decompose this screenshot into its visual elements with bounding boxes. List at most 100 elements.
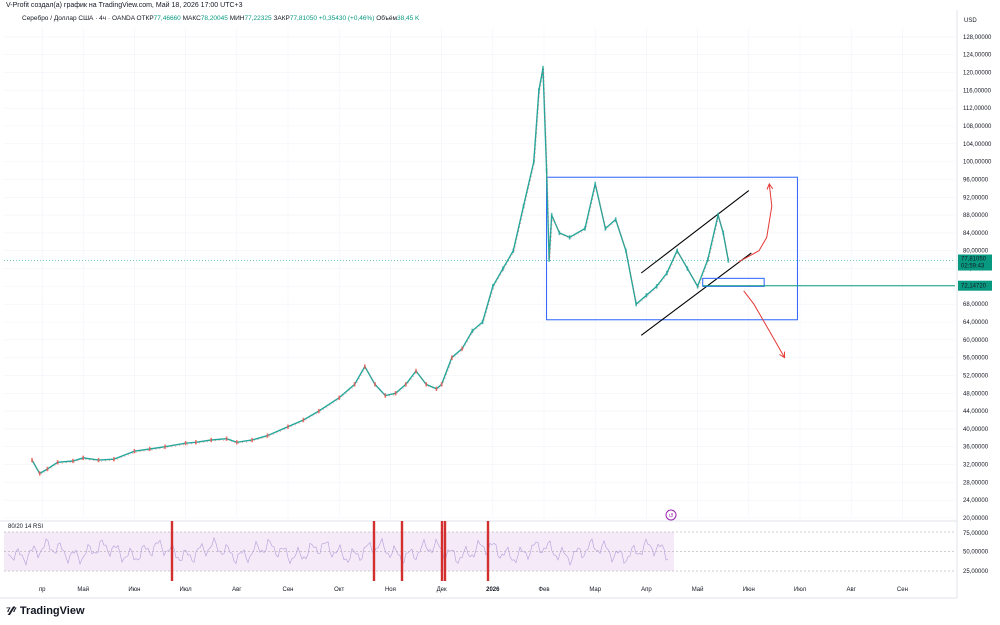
time-axis[interactable]: пр Май Июн Июл Авг Сен Окт Ноя Дек 2026 Фев Мар Апр М… bbox=[0, 586, 957, 599]
last-price-tag bbox=[958, 254, 992, 271]
low-label: МИН bbox=[229, 15, 245, 22]
candle bbox=[686, 266, 689, 271]
price-tick-label: 60,00000 bbox=[963, 338, 989, 344]
price-line-shadow bbox=[32, 69, 730, 476]
time-tick-label: Июн bbox=[128, 587, 140, 593]
candle bbox=[210, 437, 212, 443]
candle bbox=[676, 248, 678, 253]
price-tick-label: 92,00000 bbox=[963, 195, 989, 201]
candle bbox=[415, 368, 417, 374]
candle bbox=[236, 440, 238, 445]
rsi-pane[interactable]: 80/20 14 RSI bbox=[0, 520, 957, 581]
last-price-value: 77,81050 bbox=[961, 257, 987, 263]
open-value: 77,46660 bbox=[153, 15, 181, 22]
price-axis[interactable]: USD 128,00000 124,00000 120,00000 116,00000… bbox=[956, 10, 992, 598]
candle bbox=[471, 328, 474, 334]
time-tick-label: Июн bbox=[743, 587, 755, 593]
candle bbox=[545, 168, 548, 173]
candle bbox=[635, 301, 637, 307]
candle bbox=[542, 65, 544, 71]
time-tick-label: Дек bbox=[437, 587, 447, 593]
time-tick-label: Сен bbox=[283, 587, 294, 593]
small-range-box bbox=[702, 277, 765, 287]
price-tick-label: 124,00000 bbox=[963, 53, 992, 59]
level-price-tag bbox=[958, 280, 992, 291]
rsi-tick-label: 75,00000 bbox=[963, 531, 989, 537]
time-tick-label: Фев bbox=[538, 587, 549, 593]
candle bbox=[492, 284, 494, 289]
time-tick-label: пр bbox=[39, 587, 46, 593]
range-rectangle bbox=[546, 176, 798, 321]
candle bbox=[532, 159, 535, 164]
price-tick-label: 108,00000 bbox=[963, 124, 992, 130]
candle bbox=[404, 382, 407, 387]
candle bbox=[645, 293, 648, 298]
candle bbox=[46, 466, 49, 472]
price-tick-label: 40,00000 bbox=[963, 427, 989, 433]
volume-value: 38,45 K bbox=[396, 15, 420, 22]
tradingview-logo-icon: ⁷⁄⁄⁷ bbox=[6, 604, 17, 618]
price-tick-label: 120,00000 bbox=[963, 71, 992, 77]
candle bbox=[184, 440, 187, 446]
candle bbox=[302, 417, 305, 423]
candle bbox=[722, 230, 724, 236]
drawings[interactable] bbox=[546, 176, 955, 359]
price-line bbox=[31, 67, 729, 475]
price-tick-label: 20,00000 bbox=[963, 516, 989, 522]
rsi-band bbox=[4, 532, 674, 571]
candle bbox=[225, 436, 228, 441]
candle bbox=[512, 248, 515, 253]
replay-icon[interactable]: ↺ bbox=[665, 509, 677, 521]
rsi-label: 80/20 14 RSI bbox=[8, 524, 43, 530]
candle bbox=[538, 88, 540, 93]
candle bbox=[451, 355, 453, 360]
candle bbox=[696, 284, 699, 289]
candle bbox=[38, 471, 41, 476]
candle bbox=[550, 212, 553, 218]
time-tick-label: Ноя bbox=[385, 587, 396, 593]
time-tick-label: Май bbox=[692, 586, 704, 593]
time-tick-label: Авг bbox=[847, 587, 857, 593]
candle bbox=[31, 457, 33, 463]
candle bbox=[133, 448, 136, 454]
candle bbox=[338, 395, 340, 400]
tradingview-brand: ⁷⁄⁄⁷ TradingView bbox=[6, 604, 85, 618]
high-label: МАКС bbox=[182, 15, 201, 22]
volume-label: Объём bbox=[376, 15, 397, 22]
rsi-extreme-marker bbox=[372, 521, 376, 581]
bar-countdown: 02:59:43 bbox=[961, 264, 985, 270]
price-tick-label: 84,00000 bbox=[963, 231, 989, 237]
candle bbox=[364, 364, 366, 369]
rsi-extreme-marker bbox=[440, 521, 444, 581]
change-value: +0,35430 (+0,46%) bbox=[318, 15, 375, 22]
candle bbox=[425, 382, 428, 387]
time-tick-label: Май bbox=[77, 586, 89, 593]
channel-lower-line bbox=[640, 252, 752, 336]
time-tick-label: Сен bbox=[897, 587, 908, 593]
candle bbox=[584, 226, 586, 231]
price-tick-label: 80,00000 bbox=[963, 249, 989, 255]
candle bbox=[604, 226, 607, 231]
brand-name: TradingView bbox=[19, 605, 85, 617]
rsi-extreme-marker bbox=[170, 521, 174, 581]
price-tick-label: 24,00000 bbox=[963, 498, 989, 504]
time-tick-label: Мар bbox=[589, 587, 601, 593]
open-label: ОТКР bbox=[136, 15, 154, 22]
candle bbox=[353, 382, 356, 387]
symbol-name: Серебро / Доллар США · 4ч · OANDA bbox=[22, 15, 135, 22]
price-tick-label: 104,00000 bbox=[963, 142, 992, 148]
candle bbox=[317, 408, 320, 414]
candle bbox=[56, 460, 59, 465]
bearish-scenario-arrow bbox=[743, 290, 786, 358]
candle bbox=[287, 424, 289, 429]
candle bbox=[594, 181, 596, 187]
candle bbox=[148, 446, 151, 452]
price-tick-label: 48,00000 bbox=[963, 391, 989, 397]
candle bbox=[97, 457, 100, 463]
price-tick-label: 88,00000 bbox=[963, 213, 989, 219]
price-tags: 77,81050 02:59:43 72,14720 bbox=[958, 254, 992, 291]
candle bbox=[655, 284, 658, 289]
candle bbox=[440, 382, 443, 387]
candle bbox=[435, 386, 438, 392]
